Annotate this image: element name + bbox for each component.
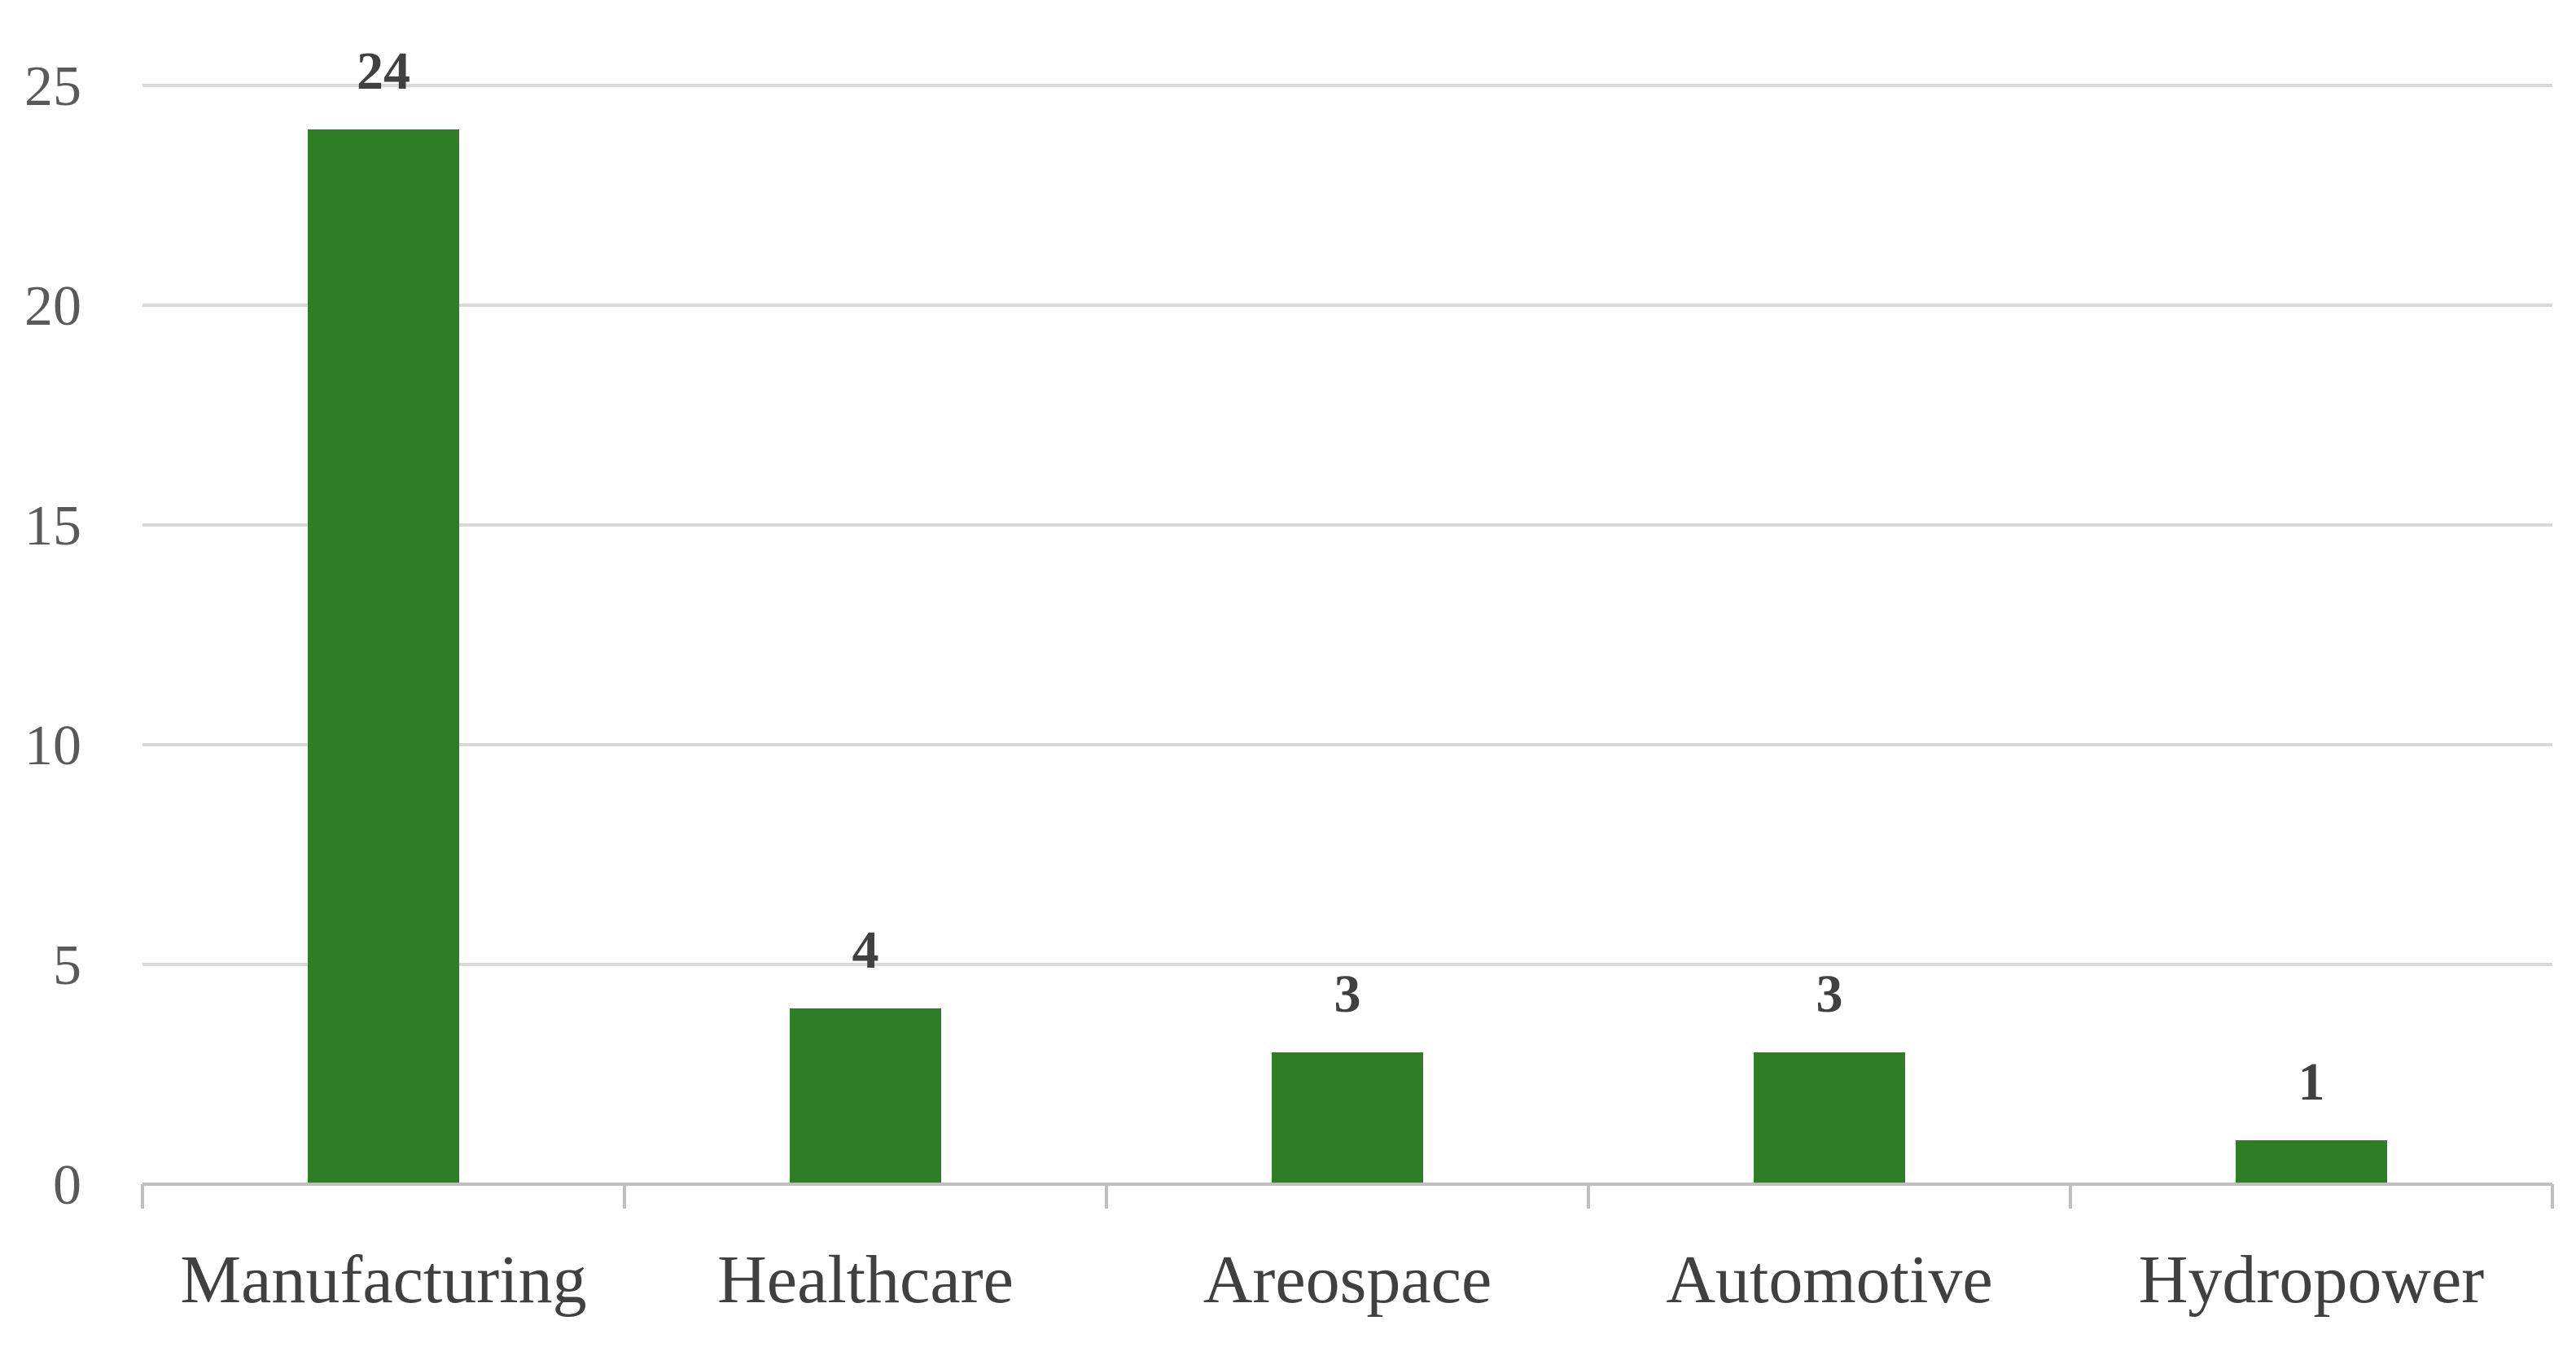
y-tick-label: 0 xyxy=(53,1154,81,1217)
x-category-label: Manufacturing xyxy=(180,1242,586,1318)
bars xyxy=(308,129,2387,1184)
data-label: 3 xyxy=(1334,964,1361,1024)
x-axis-category-labels: Manufacturing Healthcare Areospace Automoti… xyxy=(180,1242,2484,1318)
y-tick-label: 25 xyxy=(24,55,81,118)
data-label: 24 xyxy=(357,42,410,101)
y-tick-label: 15 xyxy=(24,495,81,558)
y-tick-label: 10 xyxy=(24,715,81,777)
x-axis xyxy=(141,1183,2554,1209)
data-label: 3 xyxy=(1816,964,1843,1024)
x-category-label: Automotive xyxy=(1666,1242,1992,1318)
y-tick-label: 5 xyxy=(53,934,81,997)
bar xyxy=(308,129,459,1184)
gridlines xyxy=(142,84,2552,966)
x-category-label: Hydropower xyxy=(2139,1242,2485,1318)
bar xyxy=(1754,1052,1905,1184)
x-category-label: Areospace xyxy=(1203,1242,1492,1318)
y-tick-label: 20 xyxy=(24,275,81,338)
bar xyxy=(1272,1052,1423,1184)
data-labels: 24 4 3 3 1 xyxy=(357,42,2325,1112)
x-category-label: Healthcare xyxy=(717,1242,1014,1318)
y-axis-tick-labels: 0 5 10 15 20 25 xyxy=(24,55,81,1217)
bar xyxy=(2236,1140,2387,1184)
bar xyxy=(790,1008,941,1184)
data-label: 1 xyxy=(2298,1052,2325,1112)
data-label: 4 xyxy=(852,921,879,980)
